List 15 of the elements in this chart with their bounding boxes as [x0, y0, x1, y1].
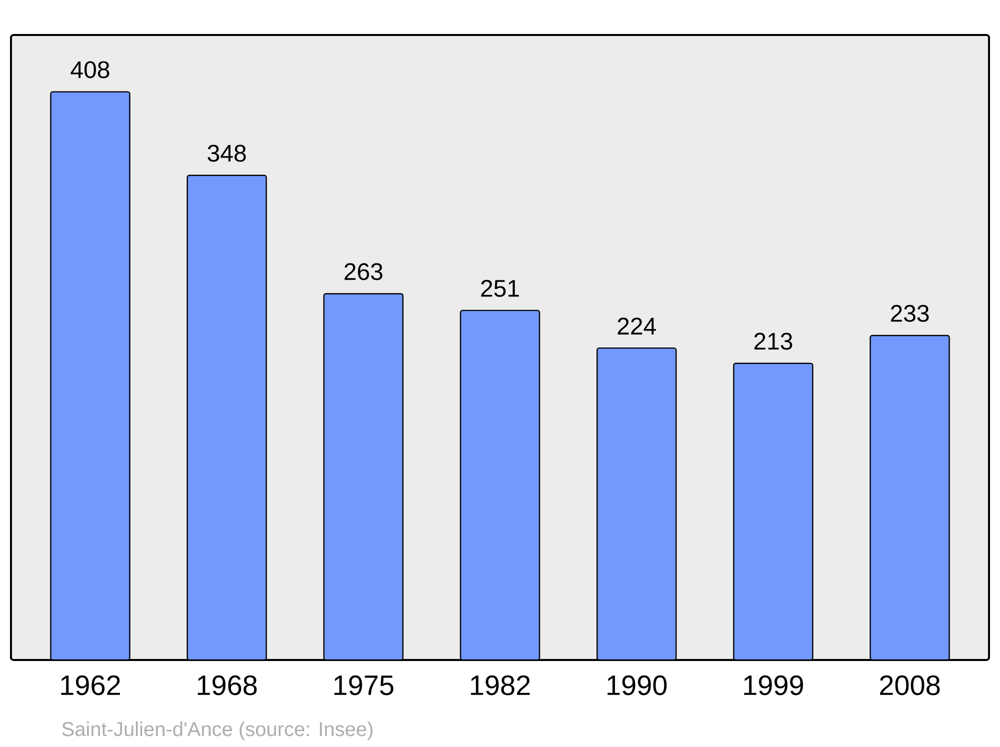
x-tick-label: 1982 — [470, 675, 530, 696]
x-tick-label: 1975 — [334, 675, 394, 696]
x-tick-label: 1990 — [608, 675, 667, 696]
data-label: 408 — [70, 61, 110, 78]
data-label: 224 — [618, 318, 656, 334]
x-tick-label: 2008 — [880, 675, 940, 696]
data-label: 251 — [481, 280, 519, 297]
data-label: 233 — [890, 304, 929, 322]
data-label: 348 — [208, 144, 246, 162]
data-label: 213 — [754, 332, 792, 350]
x-tick-label: 1968 — [198, 675, 257, 696]
x-tick-label: 1999 — [744, 675, 803, 696]
x-tick-label: 1962 — [61, 675, 120, 696]
data-label: 263 — [344, 263, 382, 280]
text: Saint-Julien-d'Ance (source: Insee) — [62, 722, 372, 740]
